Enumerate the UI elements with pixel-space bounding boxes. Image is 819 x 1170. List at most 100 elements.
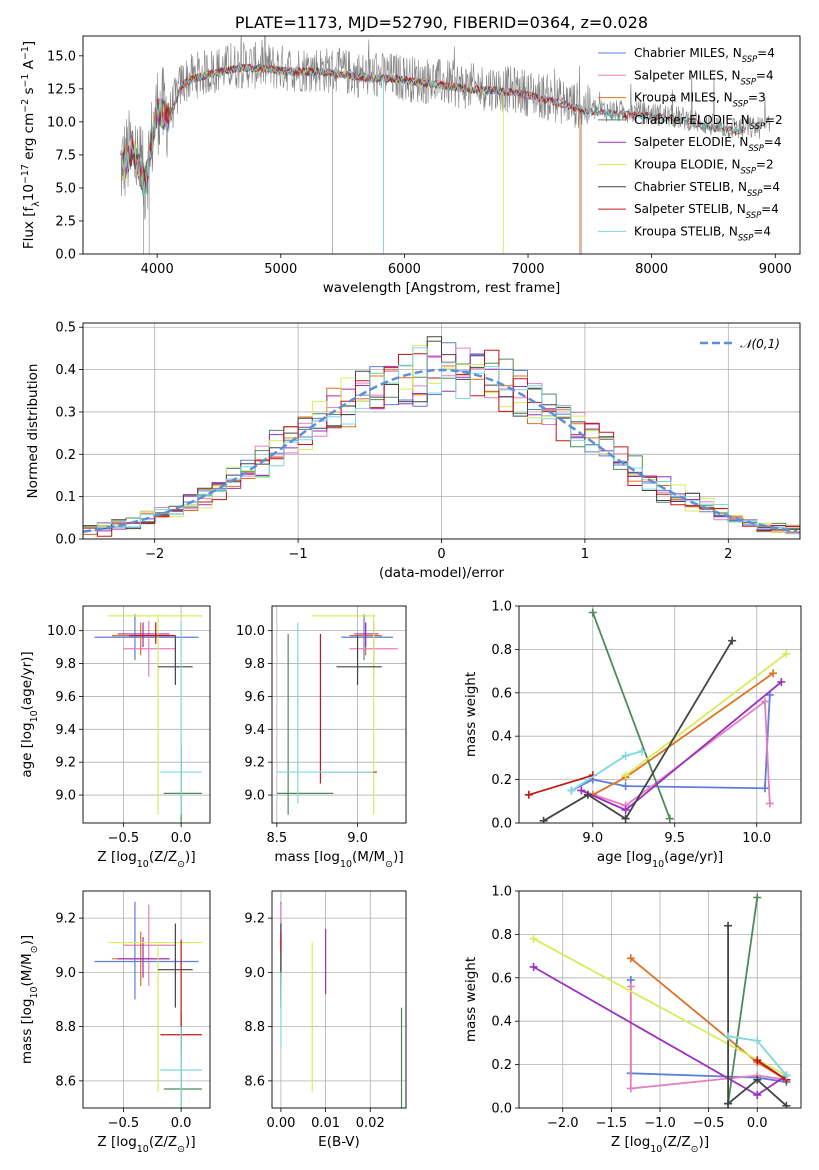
weight-marker	[539, 816, 548, 823]
y-tick-label: 0.8	[491, 928, 512, 943]
x-tick-label: −1	[289, 547, 308, 562]
weight-marker	[626, 982, 635, 991]
x-axis-label: (data-model)/error	[379, 565, 505, 581]
x-tick-label: 1	[581, 547, 589, 562]
x-tick-label: 9.5	[664, 831, 685, 846]
x-tick-label: −0.5	[108, 831, 140, 846]
weight-marker	[529, 962, 538, 971]
errorbar-point-3	[163, 1013, 202, 1108]
y-tick-label: 0.5	[55, 321, 76, 336]
y-tick-label: 0.6	[491, 686, 512, 701]
weight-marker	[621, 782, 630, 791]
y-tick-label: 0.0	[55, 248, 76, 263]
errorbar-point-5	[108, 941, 202, 1092]
y-tick-label: 0.3	[55, 405, 76, 420]
y-tick-label: 1.0	[491, 600, 512, 615]
weight-line-3	[727, 897, 759, 1104]
y-tick-label: 12.5	[47, 82, 76, 97]
y-axis-label: Flux [fλ10−17 erg cm−2 s−1 A−1]	[20, 41, 42, 249]
mass_vs_EBV-axes: 0.00 0.01 0.02 8.6 8.8 9.0 9.2 E(B-V)	[244, 890, 407, 1150]
weight-marker	[577, 786, 586, 795]
y-axis-label: age [log10(age/yr)]	[19, 651, 40, 777]
y-tick-label: 10.0	[236, 624, 265, 639]
weight-marker	[782, 1071, 791, 1080]
x-tick-label: 2	[724, 547, 732, 562]
x-tick-label: 8000	[635, 262, 668, 277]
y-tick-label: 9.8	[244, 657, 265, 672]
y-tick-label: 1.0	[491, 885, 512, 900]
weight-marker	[588, 608, 597, 617]
weight-line-2	[592, 672, 774, 796]
y-tick-label: 8.8	[55, 1020, 76, 1035]
legend-label-5: Kroupa ELODIE, NSSP=2	[634, 158, 774, 176]
weight-line-1	[581, 699, 771, 807]
y-tick-label: 9.2	[55, 912, 76, 927]
weight_vs_age-plot-area	[519, 606, 801, 823]
y-axis-label: mass [log10(M/M⊙)]	[19, 935, 40, 1064]
axes-frame	[518, 605, 802, 824]
weight-marker	[728, 636, 737, 645]
errorbar-point-0	[94, 614, 199, 661]
legend-label-7: Salpeter STELIB, NSSP=4	[634, 202, 779, 220]
x-tick-label: 0.0	[747, 1116, 768, 1131]
weight-line-1	[629, 986, 787, 1090]
weight-marker	[765, 799, 774, 808]
y-tick-label: 9.0	[55, 966, 76, 981]
model-spectrum-5	[122, 64, 504, 186]
y-tick-label: 9.8	[55, 657, 76, 672]
errorbar-point-0	[341, 614, 394, 661]
y-tick-label: 0.4	[491, 1015, 512, 1030]
y-tick-label: 10.0	[47, 624, 76, 639]
y-tick-label: 8.6	[55, 1074, 76, 1089]
errorbar-point-3	[163, 745, 202, 823]
errorbar-point-7	[319, 633, 377, 784]
errorbar-point-8	[160, 1026, 202, 1108]
errorbar-point-7	[129, 622, 176, 644]
y-axis-label: Normed distribution	[25, 364, 41, 499]
axes-frame	[271, 890, 407, 1109]
y-tick-label: 0.4	[491, 730, 512, 745]
y-tick-label: 0.2	[55, 448, 76, 463]
axes-frame	[82, 322, 801, 540]
y-tick-label: 9.2	[55, 756, 76, 771]
weight-marker	[724, 1032, 733, 1041]
weight-marker	[753, 1036, 762, 1045]
y-tick-label: 0.2	[491, 773, 512, 788]
weight-line-4	[580, 681, 782, 812]
x-tick-label: −0.5	[108, 1116, 140, 1131]
x-tick-label: 8.5	[266, 831, 287, 846]
x-tick-label: −1.5	[596, 1116, 628, 1131]
x-tick-label: 4000	[141, 262, 174, 277]
errorbar-point-5	[312, 614, 376, 815]
x-axis-label: wavelength [Angstrom, rest frame]	[323, 280, 561, 296]
y-tick-label: 8.6	[244, 1074, 265, 1089]
y-tick-label: 8.8	[244, 1020, 265, 1035]
y-tick-label: 15.0	[47, 49, 76, 64]
y-tick-label: 7.5	[55, 148, 76, 163]
weight-line-7	[756, 1059, 787, 1081]
x-tick-label: −2	[145, 547, 164, 562]
errorbar-point-2	[111, 622, 170, 656]
weight-marker	[621, 751, 630, 760]
legend-label-1: Salpeter MILES, NSSP=4	[634, 68, 774, 86]
weight-marker	[583, 790, 592, 799]
age_vs_Z-axes: −0.5 0.0 9.0 9.2 9.4 9.6 9.8 10.0 Z [log10(Z/Z⊙)…	[19, 605, 211, 870]
legend-label-4: Salpeter ELODIE, NSSP=4	[634, 135, 782, 153]
weight-marker	[621, 805, 630, 814]
y-tick-label: 5.0	[55, 181, 76, 196]
x-tick-label: 9000	[759, 262, 792, 277]
y-tick-label: 9.0	[244, 966, 265, 981]
weight-marker	[567, 786, 576, 795]
y-tick-label: 0.6	[491, 971, 512, 986]
weight-marker	[769, 669, 778, 678]
axes-frame	[82, 890, 211, 1109]
errorbar-point-4	[117, 622, 170, 648]
x-tick-label: 0.0	[171, 831, 192, 846]
legend-label-8: Kroupa STELIB, NSSP=4	[634, 224, 771, 242]
axes-frame	[518, 890, 802, 1109]
y-axis-label: mass weight	[463, 672, 479, 757]
weight_vs_Z-axes: −2.0 −1.5 −1.0 −0.5 0.0 0.0 0.2 0.4 0.6 0.8 1.0 Z […	[463, 885, 802, 1155]
x-axis-label: mass [log10(M/M⊙)]	[274, 849, 403, 870]
x-tick-label: 10.0	[742, 831, 771, 846]
